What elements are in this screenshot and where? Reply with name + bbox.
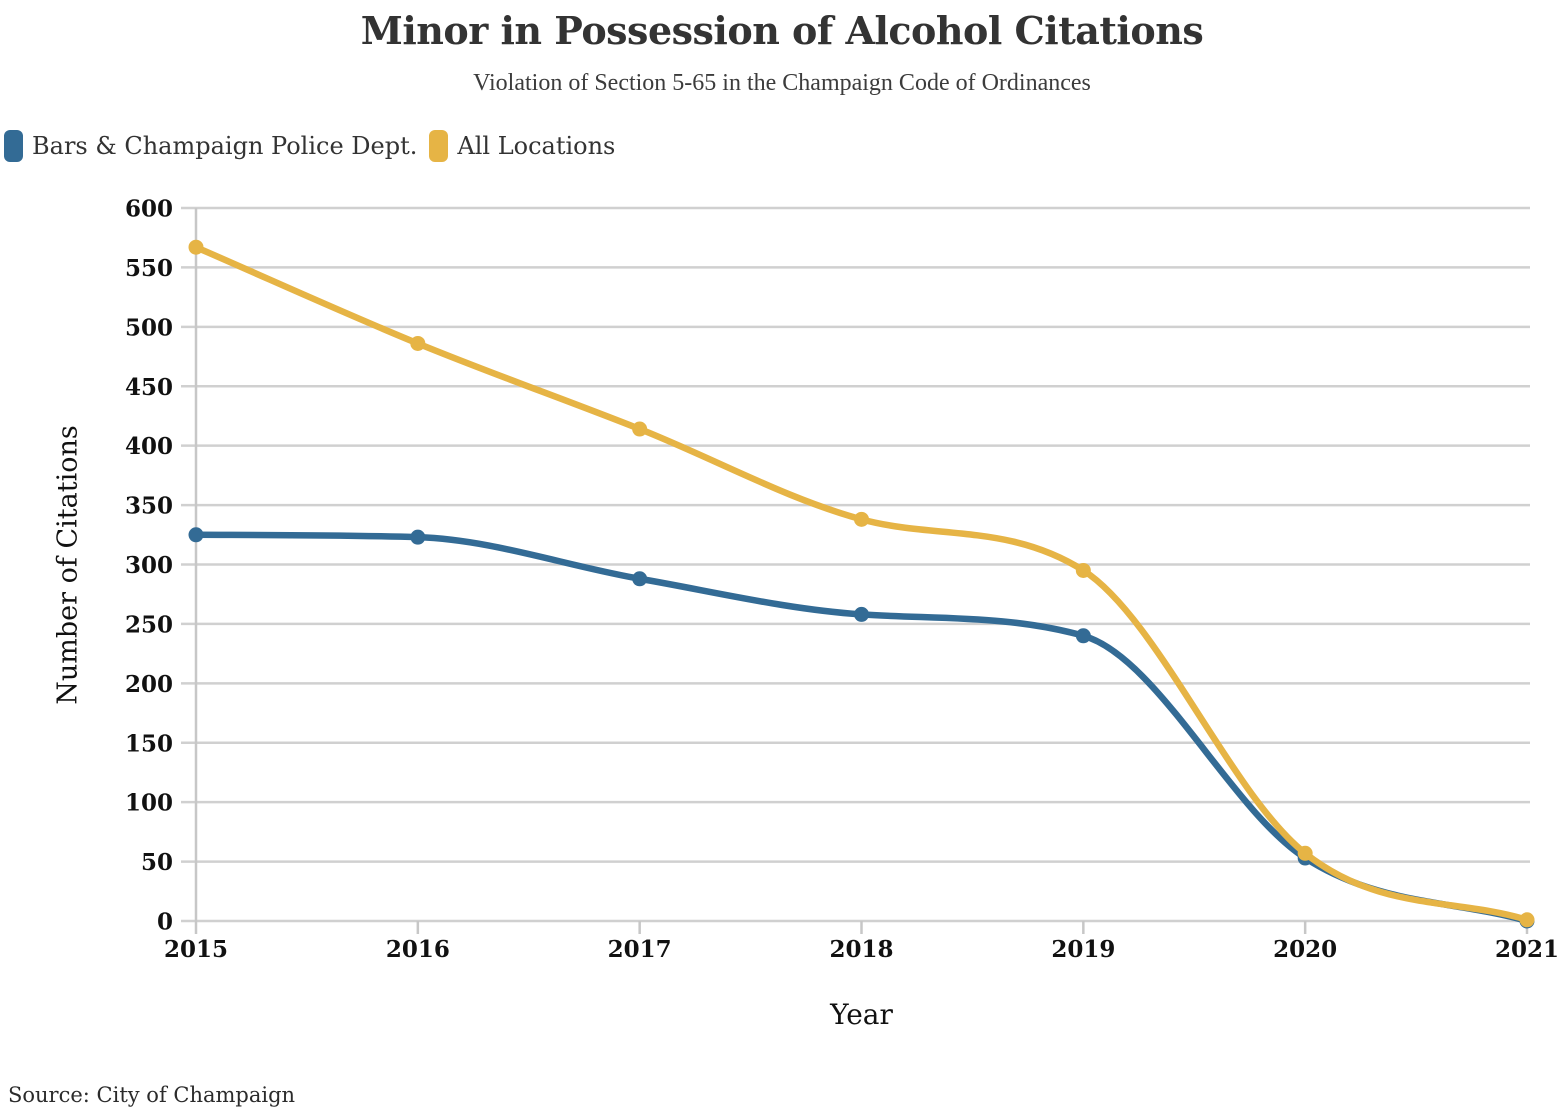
y-axis-title: Number of Citations — [52, 425, 84, 705]
y-tick-label-150: 150 — [125, 730, 173, 757]
source-note: Source: City of Champaign — [8, 1083, 296, 1107]
x-tick-label-2020: 2020 — [1273, 936, 1337, 963]
chart-title: Minor in Possession of Alcohol Citations — [360, 8, 1204, 53]
y-tick-label-500: 500 — [125, 314, 173, 341]
legend-item-all-locations: All Locations — [429, 130, 615, 162]
x-tick-label-2017: 2017 — [608, 936, 672, 963]
data-point-all-locations-2019 — [1075, 562, 1091, 578]
series-line-all-locations — [192, 243, 1531, 924]
data-point-all-locations-2015 — [188, 239, 204, 255]
x-tick-label-2018: 2018 — [829, 936, 893, 963]
x-tick-label-2015: 2015 — [164, 936, 228, 963]
legend-item-bars-police: Bars & Champaign Police Dept. — [4, 130, 417, 162]
x-tick-label-2019: 2019 — [1051, 936, 1115, 963]
y-tick-label-350: 350 — [125, 493, 173, 520]
data-point-all-locations-2021 — [1519, 912, 1535, 928]
legend-swatch-yellow — [429, 130, 449, 162]
x-axis-title: Year — [830, 998, 893, 1031]
y-tick-label-400: 400 — [125, 433, 173, 460]
y-tick-label-50: 50 — [141, 849, 173, 876]
series-line-bars-police — [192, 531, 1531, 925]
y-tick-label-450: 450 — [125, 374, 173, 401]
data-point-bars-police-2016 — [410, 529, 426, 545]
y-tick-label-600: 600 — [125, 196, 173, 223]
legend-swatch-blue — [4, 130, 23, 162]
x-tick-label-2016: 2016 — [386, 936, 450, 963]
x-tick-label-2021: 2021 — [1495, 936, 1559, 963]
chart-subtitle: Violation of Section 5-65 in the Champai… — [473, 70, 1091, 96]
y-tick-label-0: 0 — [157, 909, 173, 936]
y-tick-label-300: 300 — [125, 552, 173, 579]
y-tick-label-550: 550 — [125, 255, 173, 282]
data-point-bars-police-2015 — [188, 527, 204, 543]
y-tick-label-100: 100 — [125, 790, 173, 817]
data-point-bars-police-2019 — [1075, 628, 1091, 644]
data-point-all-locations-2018 — [854, 511, 869, 527]
data-point-all-locations-2020 — [1297, 845, 1313, 861]
data-point-all-locations-2017 — [632, 421, 648, 437]
data-point-bars-police-2018 — [854, 606, 869, 622]
y-tick-label-250: 250 — [125, 611, 173, 638]
legend: Bars & Champaign Police Dept. All Locati… — [4, 130, 615, 162]
data-point-all-locations-2016 — [410, 335, 426, 351]
data-point-bars-police-2017 — [632, 571, 648, 587]
legend-label-bars-police: Bars & Champaign Police Dept. — [32, 132, 418, 160]
y-tick-label-200: 200 — [125, 671, 173, 698]
legend-label-all-locations: All Locations — [457, 132, 616, 160]
